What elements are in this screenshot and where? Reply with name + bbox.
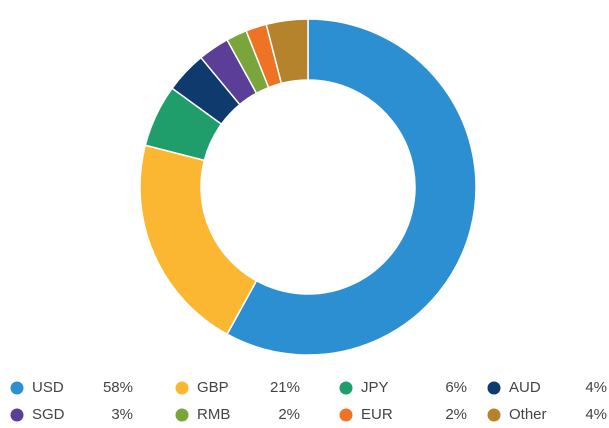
legend-value: 4% bbox=[585, 379, 607, 396]
donut-slice bbox=[226, 18, 477, 356]
legend-value: 6% bbox=[445, 379, 467, 396]
legend-label: EUR bbox=[361, 406, 393, 423]
legend-swatch bbox=[175, 381, 189, 395]
legend-value: 3% bbox=[111, 406, 133, 423]
legend-swatch bbox=[175, 408, 189, 422]
legend-label: Other bbox=[509, 406, 547, 423]
legend-value: 2% bbox=[278, 406, 300, 423]
legend-swatch bbox=[10, 408, 24, 422]
legend-swatch bbox=[487, 408, 501, 422]
legend-label: SGD bbox=[32, 406, 65, 423]
legend-label: RMB bbox=[197, 406, 230, 423]
legend-value: 2% bbox=[445, 406, 467, 423]
legend-label: USD bbox=[32, 379, 64, 396]
legend-value: 21% bbox=[270, 379, 300, 396]
legend-label: AUD bbox=[509, 379, 541, 396]
legend-value: 4% bbox=[585, 406, 607, 423]
legend-swatch bbox=[487, 381, 501, 395]
donut-slice bbox=[139, 144, 258, 336]
legend-swatch bbox=[339, 408, 353, 422]
legend-swatch bbox=[10, 381, 24, 395]
legend-label: GBP bbox=[197, 379, 229, 396]
donut-slice bbox=[265, 18, 309, 85]
legend-label: JPY bbox=[361, 379, 389, 396]
legend-swatch bbox=[339, 381, 353, 395]
legend-value: 58% bbox=[103, 379, 133, 396]
